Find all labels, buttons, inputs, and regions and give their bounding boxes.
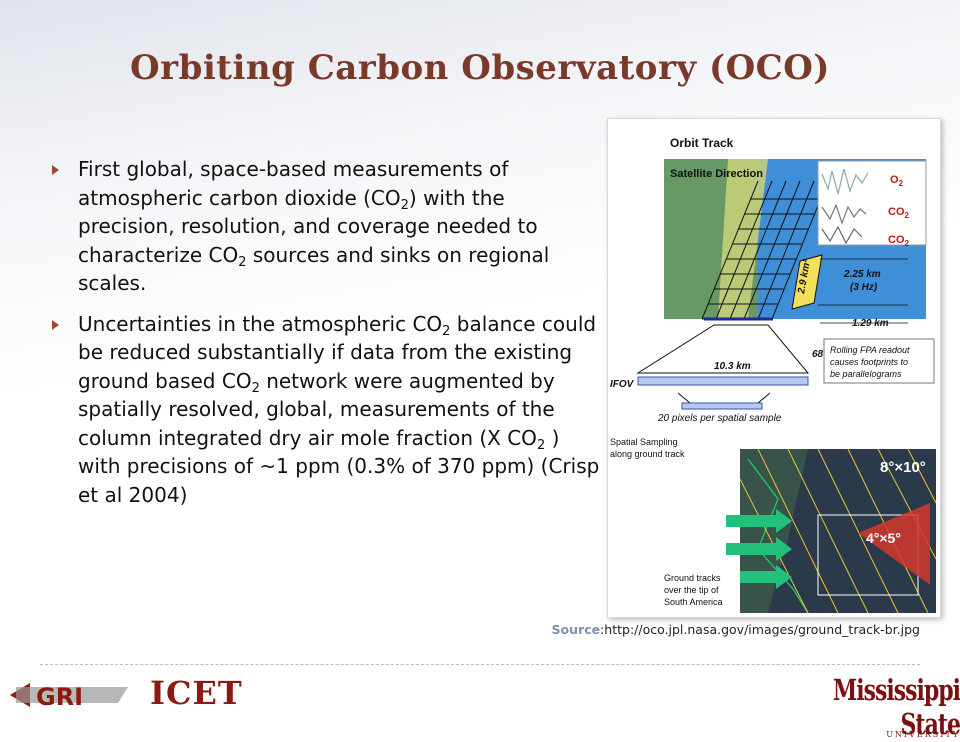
grid-large-label: 8°×10° [880, 459, 926, 476]
bullet-arrow-icon [52, 165, 59, 175]
pixels-note: 20 pixels per spatial sample [657, 413, 782, 424]
ifov-label: IFOV [610, 379, 635, 390]
footprint-parallelogram [791, 254, 823, 310]
rolling-note-2: causes footprints to [830, 357, 908, 367]
bullet-item: First global, space-based measurements o… [48, 155, 603, 298]
grid-small-label: 4°×5° [866, 530, 901, 546]
ground-tracks-2: over the tip of [664, 585, 719, 595]
msu-logo: Mississippi State UNIVERSITY [828, 674, 960, 742]
spatial-sampling-1: Spatial Sampling [610, 437, 678, 447]
ifov-trapezoid [636, 324, 810, 374]
gri-logo-graphic: GRI [10, 683, 128, 711]
ground-tracks-3: South America [664, 597, 723, 607]
bullet-item: Uncertainties in the atmospheric CO2 bal… [48, 310, 603, 510]
orbit-track-title: Orbit Track [670, 136, 734, 150]
gri-logo: GRI [8, 677, 138, 718]
dim-3hz-label: (3 Hz) [850, 282, 878, 293]
rolling-note-1: Rolling FPA readout [830, 345, 910, 355]
track-arrows [726, 509, 792, 589]
spectra-panel [817, 160, 927, 246]
co2-label-a: CO2 [888, 206, 910, 220]
rolling-note-box [823, 338, 935, 384]
footer-divider [40, 664, 920, 665]
dim-225-label: 2.25 km [843, 269, 881, 280]
source-citation: Source:http://oco.jpl.nasa.gov/images/gr… [551, 622, 920, 637]
bullet-list: First global, space-based measurements o… [48, 155, 603, 521]
gri-logo-text: GRI [36, 683, 83, 711]
slide-title: Orbiting Carbon Observatory (OCO) [130, 48, 830, 88]
co2-label-b: CO2 [888, 234, 910, 248]
spatial-sampling-2: along ground track [610, 449, 685, 459]
bullet-arrow-icon [52, 319, 59, 330]
dim-68-label: 68 m [812, 349, 835, 360]
detector-strip [637, 376, 809, 386]
oco-figure: Orbit Track Satellite Direction O2 CO2 C… [607, 118, 941, 618]
oco-figure-drawing: Orbit Track Satellite Direction O2 CO2 C… [610, 136, 937, 615]
coverage-triangle [858, 503, 930, 585]
o2-label: O2 [890, 174, 904, 188]
ground-tracks-label-bg [660, 569, 740, 615]
ground-tracks-1: Ground tracks [664, 573, 721, 583]
satellite-direction-label: Satellite Direction [670, 168, 763, 180]
rolling-note-3: be parallelograms [830, 369, 902, 379]
dim-129-label: 1.29 km [852, 318, 889, 329]
msu-logo-main: Mississippi State [832, 674, 960, 742]
dim-103-label: 10.3 km [714, 361, 751, 372]
icet-logo: ICET [150, 674, 243, 712]
